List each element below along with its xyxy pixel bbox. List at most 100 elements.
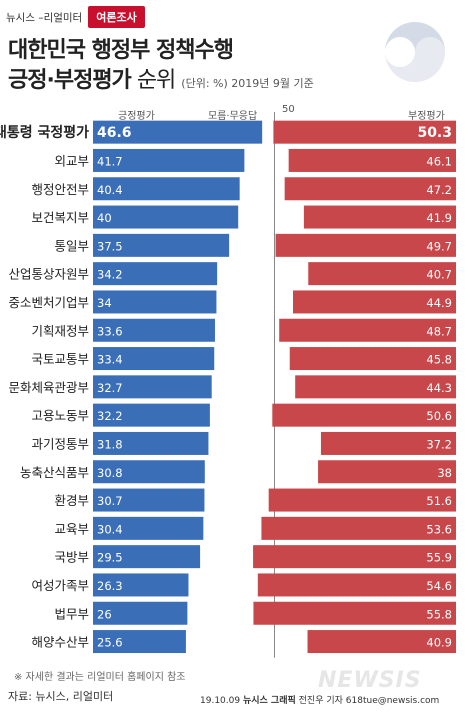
- positive-bar: [93, 233, 230, 257]
- positive-bar: [93, 120, 263, 144]
- negative-bar: [320, 431, 456, 455]
- negative-bar: [272, 403, 456, 427]
- negative-bar: [275, 233, 456, 257]
- negative-value-label: 44.3: [426, 381, 452, 395]
- category-label: 산업통상자원부: [8, 267, 89, 282]
- positive-bar: [93, 318, 215, 342]
- positive-value-label: 40: [97, 211, 112, 225]
- negative-value-label: 54.6: [426, 579, 452, 593]
- top-bar: 뉴시스 –리얼미터 여론조사: [6, 6, 145, 28]
- positive-bar: [93, 403, 210, 427]
- subtitle: (단위: %) 2019년 9월 기준: [181, 77, 314, 90]
- page-title: 대한민국 행정부 정책수행 긍정·부정평가 순위 (단위: %) 2019년 9…: [8, 36, 314, 99]
- midpoint-label: 50: [282, 104, 295, 115]
- positive-bar: [93, 290, 217, 314]
- positive-value-label: 26.3: [97, 579, 123, 593]
- category-label: 국방부: [54, 550, 89, 565]
- category-label: 행정안전부: [31, 182, 89, 197]
- negative-bar: [268, 488, 456, 512]
- category-label: 교육부: [54, 521, 89, 536]
- positive-bar: [93, 516, 204, 540]
- positive-bar: [93, 601, 188, 625]
- neutral-label: 모름·무응답: [208, 111, 258, 122]
- category-tag: 여론조사: [88, 6, 145, 28]
- category-label: 기획재정부: [31, 323, 89, 338]
- negative-value-label: 55.9: [426, 551, 452, 565]
- positive-value-label: 33.6: [97, 324, 123, 338]
- negative-value-label: 45.8: [426, 353, 452, 367]
- positive-value-label: 30.8: [97, 466, 123, 480]
- positive-value-label: 33.4: [97, 353, 123, 367]
- taegeuk-emblem-icon: [385, 22, 445, 82]
- positive-value-label: 34.2: [97, 268, 123, 282]
- positive-value-label: 30.7: [97, 494, 123, 508]
- category-label: 문화체육관광부: [8, 380, 89, 395]
- positive-value-label: 34: [97, 296, 112, 310]
- negative-bar: [303, 205, 456, 229]
- negative-value-label: 40.9: [426, 636, 452, 650]
- positive-bar: [93, 488, 205, 512]
- positive-value-label: 26: [97, 607, 112, 621]
- category-label: 해양수산부: [31, 635, 89, 650]
- negative-value-label: 51.6: [426, 494, 452, 508]
- positive-value-label: 32.7: [97, 381, 123, 395]
- category-label: 농축산식품부: [20, 465, 89, 480]
- negative-bar: [273, 120, 456, 144]
- category-label: 외교부: [54, 153, 89, 168]
- negative-value-label: 48.7: [426, 324, 452, 338]
- category-label: 환경부: [54, 493, 89, 508]
- positive-bar: [93, 205, 239, 229]
- negative-bar: [261, 516, 456, 540]
- category-label: 국토교통부: [31, 352, 89, 367]
- title-suffix: 순위: [136, 68, 176, 93]
- positive-bar: [93, 148, 245, 172]
- brand-label: 뉴시스 –리얼미터: [6, 11, 83, 24]
- negative-value-label: 41.9: [426, 211, 452, 225]
- category-label: 보건복지부: [31, 210, 89, 225]
- negative-value-label: 50.6: [426, 409, 452, 423]
- title-line-2: 긍정·부정평가: [8, 68, 132, 93]
- category-label: 통일부: [54, 238, 89, 253]
- negative-bar: [293, 290, 456, 314]
- positive-bar: [93, 545, 201, 569]
- source-label: 자료: 뉴시스, 리얼미터: [8, 690, 114, 703]
- positive-bar: [93, 177, 240, 201]
- positive-bar: [93, 630, 186, 654]
- positive-bar: [93, 347, 215, 371]
- negative-value-label: 47.2: [426, 183, 452, 197]
- title-line-1: 대한민국 행정부 정책수행: [8, 38, 234, 63]
- negative-value-label: 38: [437, 466, 452, 480]
- positive-value-label: 46.6: [97, 125, 132, 141]
- positive-bar: [93, 573, 189, 597]
- credit-line: 19.10.09 뉴시스 그래픽 전진우 기자 618tue@newsis.co…: [200, 693, 439, 706]
- negative-value-label: 37.2: [426, 437, 452, 451]
- negative-bar: [257, 573, 456, 597]
- negative-value-label: 53.6: [426, 522, 452, 536]
- category-label: 여성가족부: [31, 578, 89, 593]
- positive-value-label: 32.2: [97, 409, 123, 423]
- positive-value-label: 25.6: [97, 636, 123, 650]
- negative-bar: [295, 375, 456, 399]
- negative-value-label: 40.7: [426, 268, 452, 282]
- negative-bar: [289, 347, 456, 371]
- positive-value-label: 41.7: [97, 154, 123, 168]
- positive-value-label: 37.5: [97, 239, 123, 253]
- negative-bar: [279, 318, 456, 342]
- positive-value-label: 40.4: [97, 183, 123, 197]
- positive-bar: [93, 375, 212, 399]
- positive-bar: [93, 460, 205, 484]
- negative-value-label: 46.1: [426, 154, 452, 168]
- category-label: 대통령 국정평가: [0, 124, 89, 141]
- credit-org: 뉴시스 그래픽: [242, 696, 296, 706]
- negative-bar: [288, 148, 456, 172]
- negative-bar: [318, 460, 456, 484]
- category-label: 과기정통부: [31, 436, 89, 451]
- negative-bar: [284, 177, 456, 201]
- credit-author: 전진우 기자 618tue@newsis.com: [298, 696, 440, 706]
- positive-value-label: 31.8: [97, 437, 123, 451]
- positive-bar: [93, 431, 209, 455]
- credit-date: 19.10.09: [200, 696, 241, 706]
- negative-value-label: 55.8: [426, 607, 452, 621]
- title-line-2-row: 긍정·부정평가 순위 (단위: %) 2019년 9월 기준: [8, 66, 314, 99]
